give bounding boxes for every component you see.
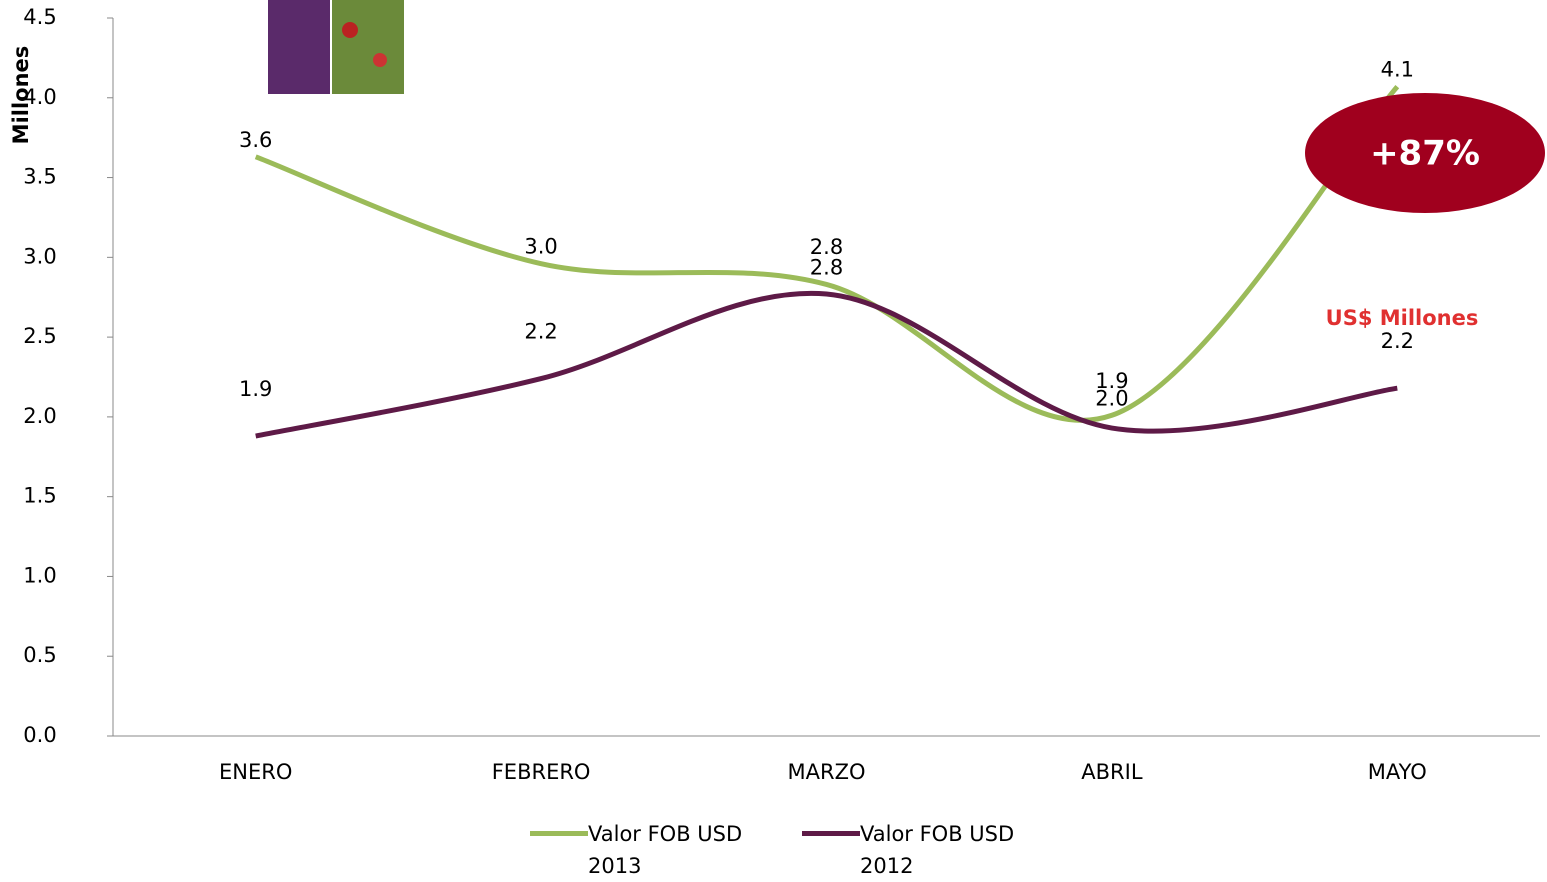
y-tick-label: 3.0	[23, 244, 56, 268]
annotation: US$ Millones	[1326, 306, 1479, 330]
chart: Millones 0.00.51.01.52.02.53.03.54.04.5E…	[0, 0, 1547, 882]
data-label: 2.2	[1381, 329, 1414, 353]
legend-swatch	[530, 831, 588, 836]
y-tick-label: 0.5	[23, 643, 56, 667]
x-tick-label: FEBRERO	[492, 760, 591, 784]
y-tick-label: 3.5	[23, 165, 56, 189]
y-tick-label: 4.0	[23, 85, 56, 109]
data-label: 2.8	[810, 235, 843, 259]
callout-text: +87%	[1370, 134, 1480, 174]
x-tick-label: ENERO	[219, 760, 292, 784]
x-tick-label: ABRIL	[1081, 760, 1143, 784]
page: Millones 0.00.51.01.52.02.53.03.54.04.5E…	[0, 0, 1547, 882]
x-tick-label: MARZO	[788, 760, 866, 784]
data-label: 2.8	[810, 255, 843, 279]
x-tick-label: MAYO	[1368, 760, 1427, 784]
legend-swatch	[802, 831, 860, 836]
flower-image	[268, 0, 404, 94]
y-tick-label: 2.5	[23, 324, 56, 348]
data-label: 3.6	[239, 128, 272, 152]
data-label: 1.9	[1095, 369, 1128, 393]
legend-item: Valor FOB USD 2013	[530, 818, 768, 882]
legend-label: Valor FOB USD 2012	[860, 818, 1040, 882]
legend-label: Valor FOB USD 2013	[588, 818, 768, 882]
data-label: 4.1	[1381, 58, 1414, 82]
y-tick-label: 0.0	[23, 723, 56, 747]
data-label: 2.2	[524, 320, 557, 344]
legend-item: Valor FOB USD 2012	[802, 818, 1040, 882]
data-label: 1.9	[239, 377, 272, 401]
y-tick-label: 4.5	[23, 5, 56, 29]
y-tick-label: 1.5	[23, 484, 56, 508]
data-label: 3.0	[524, 235, 557, 259]
y-tick-label: 2.0	[23, 404, 56, 428]
y-tick-label: 1.0	[23, 563, 56, 587]
